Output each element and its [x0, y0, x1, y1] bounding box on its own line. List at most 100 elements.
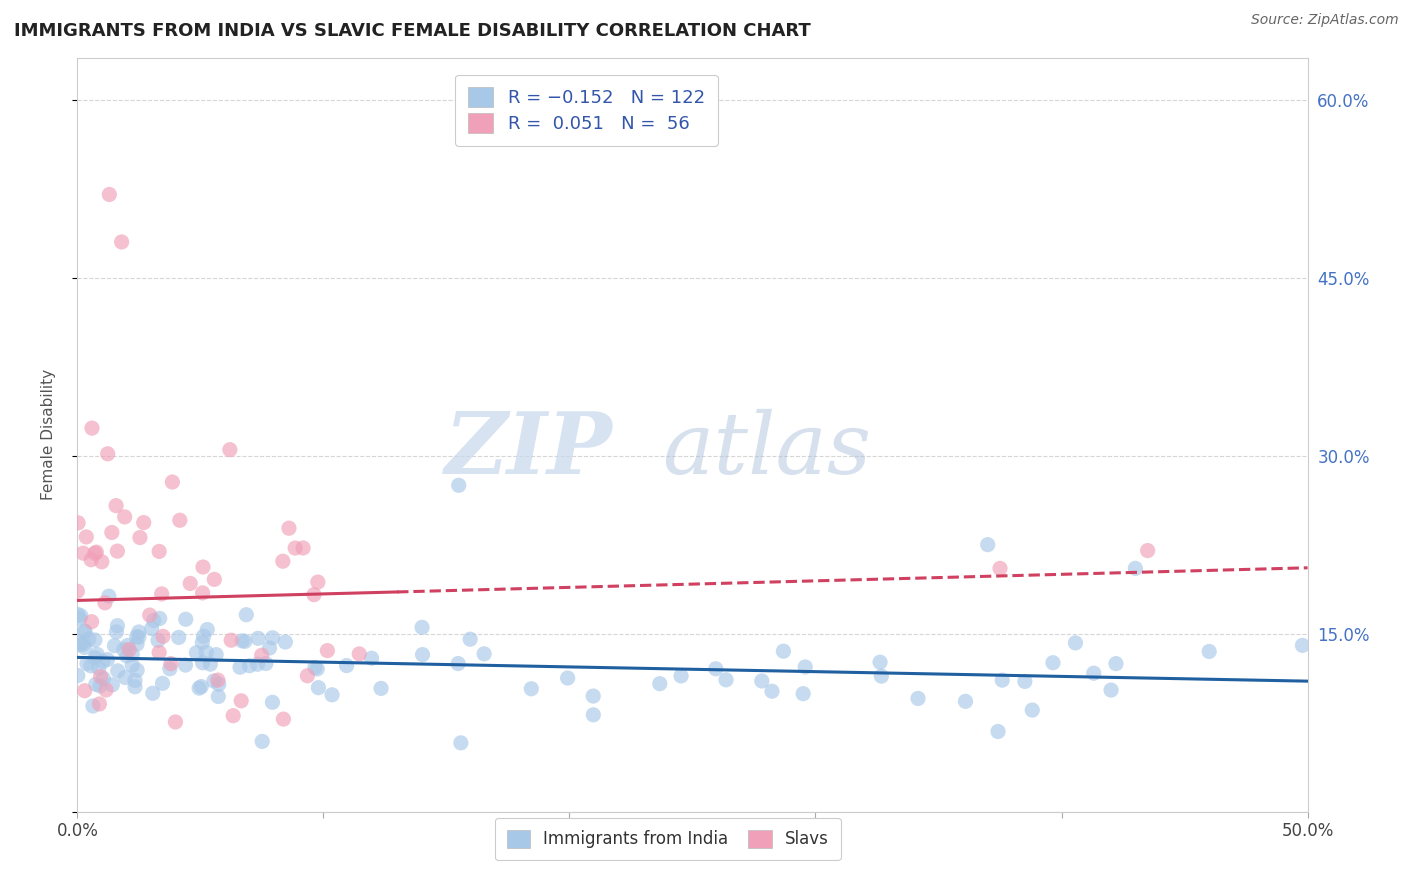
Point: [274, 635, 297, 649]
Point: [128, 630, 150, 644]
Point: [191, 560, 214, 574]
Point: [66, 668, 89, 682]
Point: [307, 575, 329, 590]
Point: [142, 614, 165, 628]
Point: [200, 657, 222, 672]
Point: [72, 637, 94, 651]
Point: [557, 671, 579, 685]
Point: [121, 648, 143, 662]
Point: [69, 635, 91, 649]
Point: [304, 660, 326, 674]
Point: [704, 662, 727, 676]
Point: [254, 657, 277, 671]
Point: [82, 698, 104, 713]
Point: [66, 607, 89, 622]
Point: [132, 516, 155, 530]
Text: atlas: atlas: [662, 409, 870, 491]
Point: [174, 658, 197, 673]
Point: [191, 635, 214, 649]
Point: [111, 235, 132, 249]
Point: [148, 645, 170, 659]
Point: [1291, 639, 1313, 653]
Point: [262, 695, 284, 709]
Point: [191, 656, 214, 670]
Point: [91, 654, 114, 668]
Point: [73, 683, 96, 698]
Point: [73, 624, 96, 639]
Point: [186, 646, 208, 660]
Point: [450, 736, 472, 750]
Point: [1198, 644, 1220, 658]
Point: [262, 631, 284, 645]
Point: [219, 633, 242, 648]
Point: [80, 615, 103, 629]
Point: [94, 596, 117, 610]
Point: [152, 629, 174, 643]
Point: [235, 607, 257, 622]
Point: [94, 683, 117, 698]
Point: [321, 688, 343, 702]
Point: [247, 632, 270, 646]
Point: [794, 660, 817, 674]
Point: [101, 525, 124, 540]
Point: [121, 658, 143, 673]
Point: [150, 587, 173, 601]
Point: [229, 660, 252, 674]
Point: [103, 639, 125, 653]
Point: [72, 546, 94, 560]
Point: [977, 538, 1000, 552]
Point: [195, 623, 218, 637]
Point: [520, 681, 543, 696]
Point: [193, 629, 215, 643]
Point: [115, 648, 138, 663]
Point: [1064, 636, 1087, 650]
Point: [207, 690, 229, 704]
Point: [751, 673, 773, 688]
Point: [991, 673, 1014, 687]
Point: [138, 608, 160, 623]
Point: [869, 655, 891, 669]
Point: [101, 678, 124, 692]
Point: [219, 442, 242, 457]
Point: [714, 673, 737, 687]
Point: [1021, 703, 1043, 717]
Point: [128, 624, 150, 639]
Y-axis label: Female Disability: Female Disability: [42, 369, 56, 500]
Point: [141, 622, 163, 636]
Point: [202, 573, 225, 587]
Point: [87, 661, 110, 675]
Point: [458, 632, 481, 647]
Point: [307, 681, 329, 695]
Point: [207, 673, 229, 687]
Point: [162, 475, 184, 489]
Point: [67, 516, 90, 530]
Point: [117, 639, 139, 653]
Point: [259, 640, 281, 655]
Point: [105, 544, 128, 558]
Point: [83, 546, 105, 560]
Point: [76, 657, 98, 671]
Text: ZIP: ZIP: [444, 409, 613, 491]
Point: [191, 586, 214, 600]
Point: [73, 624, 96, 638]
Point: [250, 648, 273, 663]
Point: [761, 684, 783, 698]
Point: [127, 663, 149, 677]
Point: [907, 691, 929, 706]
Point: [284, 541, 307, 555]
Point: [669, 669, 692, 683]
Point: [772, 644, 794, 658]
Point: [66, 584, 89, 599]
Point: [955, 694, 977, 708]
Point: [447, 657, 470, 671]
Point: [297, 669, 319, 683]
Point: [107, 618, 129, 632]
Point: [870, 669, 893, 683]
Point: [114, 509, 136, 524]
Point: [302, 588, 325, 602]
Point: [1125, 561, 1147, 575]
Point: [412, 648, 434, 662]
Point: [648, 676, 671, 690]
Point: [188, 681, 211, 695]
Point: [190, 680, 212, 694]
